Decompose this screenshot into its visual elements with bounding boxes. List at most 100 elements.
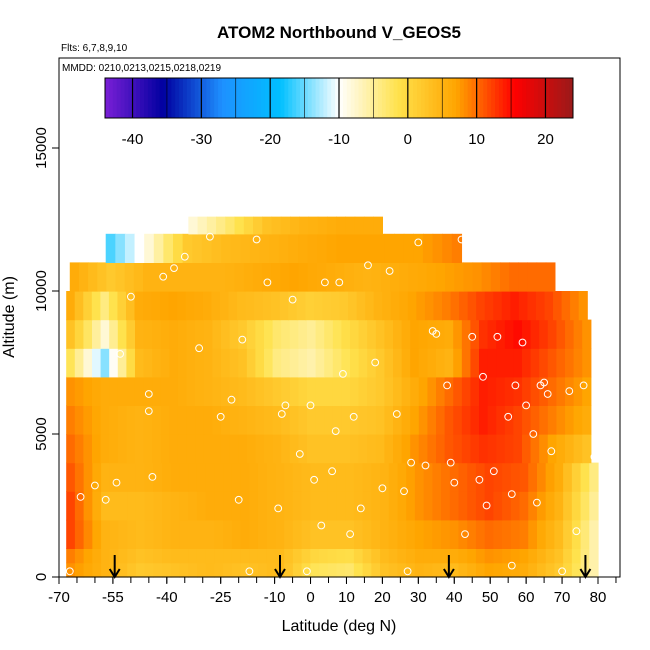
heatmap-cell xyxy=(350,434,360,464)
heatmap-cell xyxy=(169,405,179,435)
heatmap-cell xyxy=(341,405,351,435)
heatmap-cell xyxy=(519,519,529,549)
observation-point xyxy=(511,381,520,390)
heatmap-cell xyxy=(202,291,212,321)
heatmap-cell xyxy=(126,376,136,406)
heatmap-cell xyxy=(571,491,582,521)
heatmap-cell xyxy=(345,216,356,235)
heatmap-cell xyxy=(573,348,583,378)
heatmap-cell xyxy=(582,319,592,349)
heatmap-cell xyxy=(397,548,407,564)
heatmap-cell xyxy=(461,319,472,349)
observation-point xyxy=(493,332,502,341)
heatmap-cell xyxy=(284,491,294,521)
heatmap-cell xyxy=(580,491,590,521)
heatmap-cell xyxy=(151,291,161,321)
heatmap-cell xyxy=(401,319,411,349)
heatmap-cell xyxy=(345,491,355,521)
colorbar-swatch xyxy=(498,78,504,118)
heatmap-cell xyxy=(124,233,136,263)
heatmap-cell xyxy=(493,562,503,578)
heatmap-cell xyxy=(487,319,497,349)
heatmap-cell xyxy=(513,405,523,435)
heatmap-cell xyxy=(307,405,317,435)
heatmap-cell xyxy=(362,491,372,521)
heatmap-cell xyxy=(539,348,549,378)
heatmap-cell xyxy=(177,291,187,321)
observation-point xyxy=(288,295,297,304)
heatmap-cell xyxy=(435,262,446,292)
heatmap-cell xyxy=(536,462,547,492)
heatmap-cell xyxy=(289,319,299,349)
heatmap-cell xyxy=(66,548,76,564)
colorbar-swatch xyxy=(225,78,231,118)
heatmap-cell xyxy=(254,291,264,321)
heatmap-cell xyxy=(91,376,102,406)
colorbar-swatch xyxy=(424,78,430,118)
heatmap-cell xyxy=(487,434,497,464)
heatmap-cell xyxy=(519,462,529,492)
colorbar-swatch xyxy=(105,78,110,118)
colorbar-swatch xyxy=(553,78,558,118)
heatmap-cell xyxy=(397,562,407,578)
heatmap-cell xyxy=(249,519,259,549)
heatmap-cell xyxy=(91,434,102,464)
heatmap-cell xyxy=(179,262,190,292)
observation-points xyxy=(65,232,599,576)
heatmap-cell xyxy=(100,434,110,464)
heatmap-cell xyxy=(195,319,205,349)
heatmap-cell xyxy=(255,434,265,464)
heatmap-cell xyxy=(496,405,506,435)
heatmap-cell xyxy=(197,216,208,235)
heatmap-cell xyxy=(518,291,529,321)
heatmap-cell xyxy=(350,376,360,406)
heatmap-cell xyxy=(188,216,199,235)
heatmap-cell xyxy=(565,376,575,406)
heatmap-cell xyxy=(211,291,221,321)
heatmap-cell xyxy=(563,519,573,549)
heatmap-cell xyxy=(284,562,294,578)
colorbar-swatch xyxy=(362,78,367,118)
heatmap-cell xyxy=(205,548,215,564)
heatmap-cell xyxy=(418,434,428,464)
heatmap-cell xyxy=(83,376,93,406)
heatmap-cell xyxy=(118,519,128,549)
heatmap-cell xyxy=(109,319,119,349)
heatmap-cells xyxy=(66,216,599,578)
heatmap-cell xyxy=(305,291,315,321)
heatmap-cell xyxy=(522,434,532,464)
heatmap-cell xyxy=(83,434,93,464)
heatmap-cell xyxy=(330,291,341,321)
heatmap-cell xyxy=(554,519,564,549)
observation-point xyxy=(101,495,110,504)
heatmap-cell xyxy=(281,405,291,435)
heatmap-cell xyxy=(406,462,416,492)
heatmap-cell xyxy=(117,434,127,464)
heatmap-cell xyxy=(449,519,460,549)
heatmap-cell xyxy=(238,319,248,349)
x-tick-label: 10 xyxy=(338,589,355,606)
colorbar-swatch xyxy=(420,78,426,118)
heatmap-cell xyxy=(367,376,377,406)
heatmap-cell xyxy=(170,562,181,578)
heatmap-cell xyxy=(453,434,463,464)
heatmap-cell xyxy=(203,348,213,378)
heatmap-cell xyxy=(410,434,420,464)
heatmap-cell xyxy=(143,434,153,464)
heatmap-cell xyxy=(556,405,566,435)
heatmap-cell xyxy=(373,291,383,321)
colorbar-swatch xyxy=(116,78,122,118)
heatmap-cell xyxy=(410,319,420,349)
heatmap-cell xyxy=(484,562,494,578)
colorbar-tick-label: 0 xyxy=(404,131,412,148)
heatmap-cell xyxy=(499,262,510,292)
colorbar-swatch xyxy=(358,78,363,118)
heatmap-cell xyxy=(470,434,480,464)
heatmap-cell xyxy=(290,216,300,235)
colorbar-swatch xyxy=(155,78,161,118)
heatmap-cell xyxy=(220,405,231,435)
heatmap-cell xyxy=(519,562,529,578)
heatmap-cell xyxy=(153,562,163,578)
colorbar-swatch xyxy=(366,78,371,118)
heatmap-cell xyxy=(179,462,189,492)
